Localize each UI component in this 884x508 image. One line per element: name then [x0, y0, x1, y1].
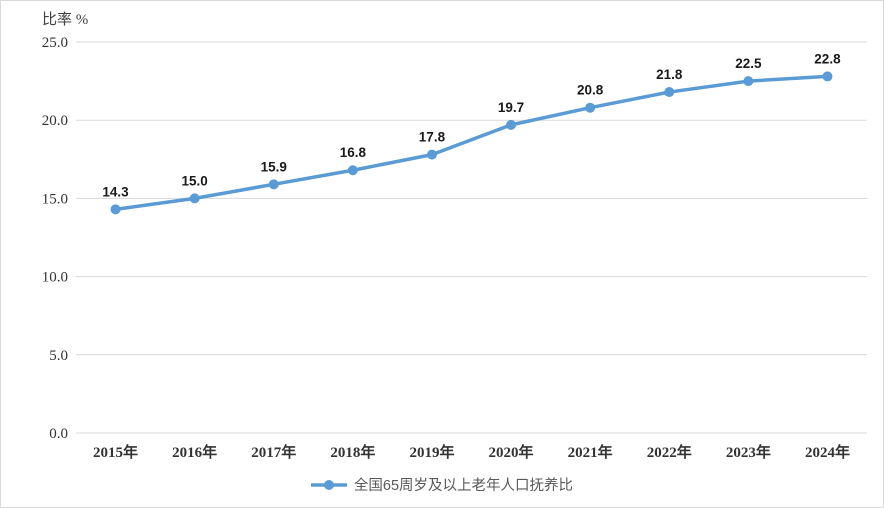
data-label: 17.8 [419, 130, 446, 145]
x-tick-label: 2023年 [726, 443, 771, 461]
legend-label: 全国65周岁及以上老年人口抚养比 [353, 478, 574, 494]
data-label: 22.5 [735, 56, 762, 71]
y-tick-label: 25.0 [42, 35, 68, 51]
x-tick-label: 2021年 [568, 443, 613, 461]
data-label: 21.8 [656, 67, 683, 82]
x-axis-tick-labels: 2015年 2016年 2017年 2018年 2019年 2020年 2021年 2022年… [93, 443, 850, 461]
data-point-marker [268, 179, 279, 190]
data-point-marker [189, 193, 200, 204]
data-series-line [113, 74, 830, 212]
data-point-markers [110, 71, 833, 215]
series-polyline [113, 74, 830, 212]
data-label: 16.8 [340, 145, 367, 160]
y-tick-label: 15.0 [42, 191, 68, 207]
legend: 全国65周岁及以上老年人口抚养比 [1, 474, 883, 495]
data-point-marker [506, 119, 517, 130]
y-axis-tick-labels: 0.0 5.0 10.0 15.0 20.0 25.0 [42, 35, 68, 442]
x-tick-label: 2016年 [172, 443, 217, 461]
data-point-marker [664, 87, 675, 98]
x-tick-label: 2024年 [805, 443, 850, 461]
y-tick-label: 5.0 [49, 348, 68, 364]
x-tick-label: 2015年 [93, 443, 138, 461]
data-point-marker [347, 165, 358, 176]
data-point-marker [426, 149, 437, 160]
y-tick-label: 20.0 [42, 113, 68, 129]
x-tick-label: 2017年 [251, 443, 296, 461]
x-tick-label: 2022年 [647, 443, 692, 461]
data-point-marker [743, 76, 754, 87]
chart-plot-area: 比率 % 0.0 5.0 10.0 15.0 20.0 25.0 14.3 15.0 15.9… [42, 11, 867, 461]
data-label: 15.9 [261, 159, 287, 174]
data-labels: 14.3 15.0 15.9 16.8 17.8 19.7 20.8 21.8 22.5 22.8 [102, 51, 841, 199]
data-label: 20.8 [577, 83, 604, 98]
y-tick-label: 10.0 [42, 270, 68, 286]
data-point-marker [110, 204, 121, 215]
data-label: 19.7 [498, 100, 524, 115]
x-tick-label: 2019年 [409, 443, 454, 461]
legend-line-marker-icon [310, 479, 347, 490]
x-tick-label: 2020年 [489, 443, 534, 461]
data-label: 14.3 [102, 184, 129, 199]
data-point-marker [585, 102, 596, 113]
gridlines [76, 41, 867, 434]
y-tick-label: 0.0 [49, 426, 68, 442]
y-axis-title: 比率 % [42, 11, 88, 28]
data-point-marker [822, 71, 833, 82]
data-label: 15.0 [182, 173, 208, 188]
x-tick-label: 2018年 [330, 443, 375, 461]
data-label: 22.8 [814, 51, 841, 66]
